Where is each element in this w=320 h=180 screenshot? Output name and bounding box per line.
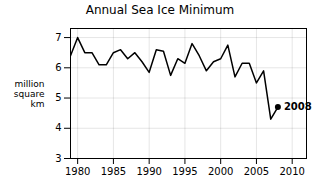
- svg-text:5: 5: [55, 92, 61, 103]
- svg-text:1995: 1995: [172, 166, 197, 177]
- svg-text:2010: 2010: [279, 166, 304, 177]
- svg-text:6: 6: [55, 62, 61, 73]
- svg-text:3: 3: [55, 153, 61, 164]
- svg-text:2008: 2008: [284, 101, 312, 112]
- svg-text:1985: 1985: [101, 166, 126, 177]
- svg-text:7: 7: [55, 32, 61, 43]
- svg-text:1990: 1990: [136, 166, 161, 177]
- svg-text:millionsquarekm: millionsquarekm: [14, 79, 45, 109]
- svg-text:2005: 2005: [244, 166, 269, 177]
- svg-text:2000: 2000: [208, 166, 233, 177]
- html-text:Annual Sea Ice Minimum: Annual Sea Ice Minimum: [85, 3, 235, 17]
- svg-text:4: 4: [55, 122, 61, 133]
- svg-text:1980: 1980: [65, 166, 90, 177]
